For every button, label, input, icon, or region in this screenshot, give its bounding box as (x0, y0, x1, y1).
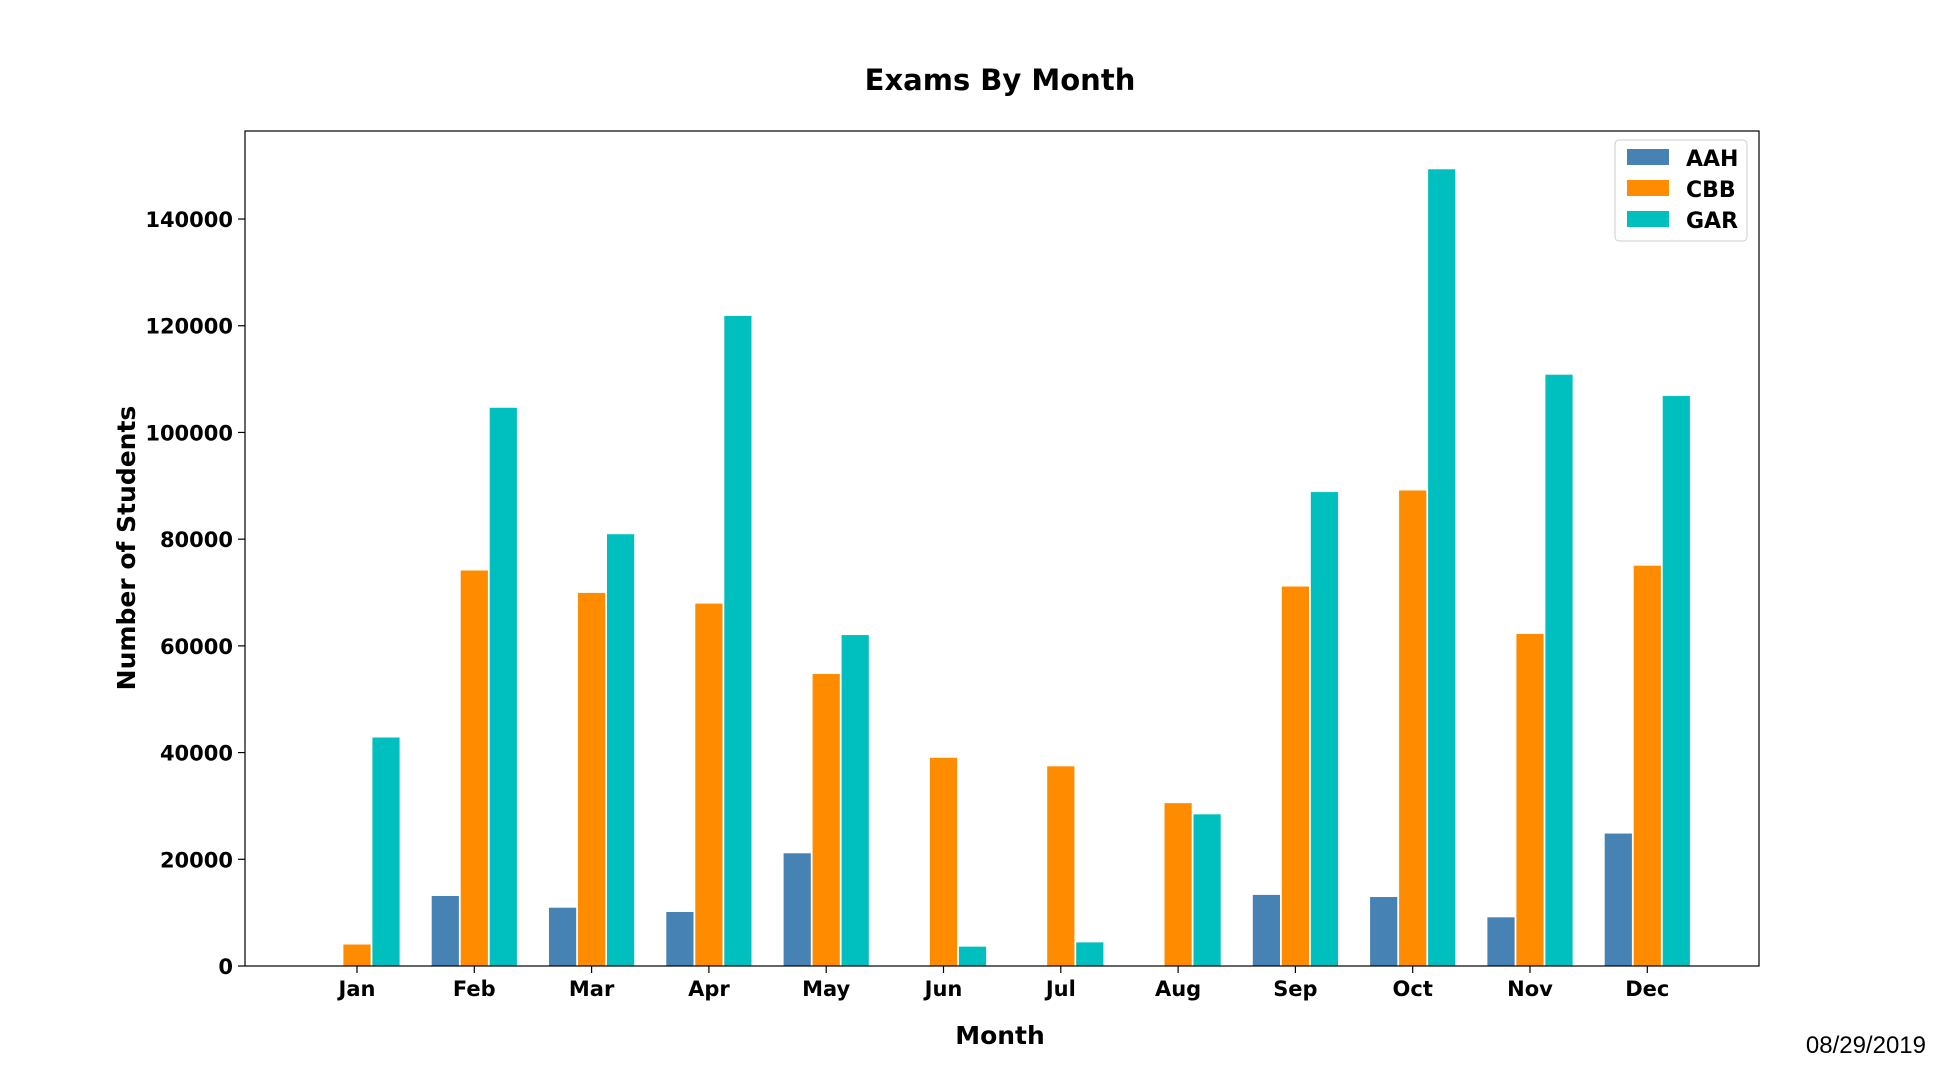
y-tick-label: 140000 (145, 208, 233, 232)
x-tick-label: Mar (569, 977, 615, 1001)
x-tick-label: Jan (337, 977, 376, 1001)
bar-gar-nov (1544, 373, 1574, 967)
x-tick-label: Jun (923, 977, 963, 1001)
bar-gar-mar (606, 533, 635, 967)
y-tick-label: 120000 (145, 315, 233, 339)
bar-cbb-jun (929, 756, 958, 967)
legend-swatch-gar (1627, 211, 1669, 227)
y-tick-label: 100000 (145, 421, 233, 445)
y-tick-label: 20000 (160, 848, 233, 872)
bar-gar-dec (1661, 395, 1691, 967)
bar-aah-oct (1369, 896, 1399, 967)
x-tick-label: Jul (1044, 977, 1076, 1001)
y-tick-label: 40000 (160, 742, 233, 766)
bar-cbb-oct (1398, 489, 1428, 967)
bar-cbb-nov (1515, 633, 1545, 967)
bar-aah-sep (1252, 894, 1281, 967)
x-tick-label: Aug (1155, 977, 1201, 1001)
bar-gar-feb (488, 406, 518, 967)
bar-cbb-apr (694, 602, 724, 967)
x-tick-label: Nov (1507, 977, 1553, 1001)
date-stamp: 08/29/2019 (1805, 1032, 1926, 1059)
bar-cbb-dec (1632, 564, 1662, 967)
y-axis: 0 20000 40000 60000 80000 100000 120000 140000 (145, 208, 245, 979)
bar-aah-feb (430, 895, 460, 967)
x-tick-label: May (802, 977, 850, 1001)
bar-gar-aug (1192, 813, 1222, 967)
y-tick-label: 80000 (160, 528, 233, 552)
legend-label-aah: AAH (1686, 147, 1738, 172)
bars-group (342, 168, 1691, 967)
bar-cbb-jul (1046, 765, 1076, 967)
x-tick-label: Sep (1273, 977, 1317, 1001)
bar-gar-jul (1075, 941, 1105, 967)
bar-cbb-sep (1281, 585, 1310, 967)
bar-aah-nov (1486, 916, 1516, 967)
legend-swatch-aah (1627, 149, 1669, 165)
x-axis-label: Month (955, 1021, 1045, 1050)
bar-gar-may (840, 634, 870, 967)
bar-aah-apr (665, 911, 695, 967)
plot-frame (244, 130, 1760, 967)
bar-gar-apr (723, 315, 753, 967)
bar-cbb-jan (342, 943, 372, 967)
bar-gar-jan (371, 736, 401, 967)
legend-label-cbb: CBB (1686, 178, 1736, 203)
chart-title: Exams By Month (865, 63, 1136, 97)
x-tick-label: Dec (1625, 977, 1669, 1001)
bar-aah-mar (548, 906, 577, 967)
x-tick-label: Apr (688, 977, 730, 1001)
bar-aah-dec (1603, 832, 1633, 967)
bar-aah-may (782, 852, 812, 967)
bar-gar-sep (1310, 491, 1339, 967)
y-axis-label: Number of Students (112, 406, 141, 691)
legend-swatch-cbb (1627, 180, 1669, 196)
y-tick-label: 60000 (160, 635, 233, 659)
legend: AAH CBB GAR (1614, 139, 1748, 242)
legend-label-gar: GAR (1686, 209, 1738, 234)
x-tick-label: Feb (453, 977, 496, 1001)
bar-cbb-may (811, 673, 841, 967)
bar-gar-oct (1427, 168, 1457, 967)
x-axis: Jan Feb Mar Apr May Jun Jul Aug Sep Oct Nov Dec (337, 966, 1669, 1001)
bar-cbb-feb (459, 569, 489, 967)
x-tick-label: Oct (1393, 977, 1433, 1001)
bar-gar-jun (958, 945, 987, 967)
bar-cbb-mar (577, 592, 606, 967)
y-tick-label: 0 (218, 955, 233, 979)
bar-cbb-aug (1163, 802, 1193, 967)
